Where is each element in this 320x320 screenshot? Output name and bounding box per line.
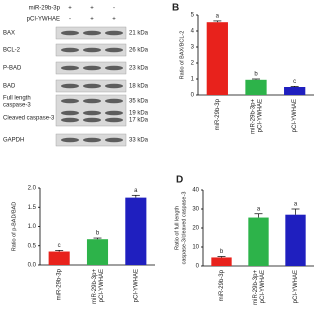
x-tick-label: miR-29b-3p	[57, 268, 63, 300]
bar	[284, 87, 306, 95]
treatment-sign: -	[69, 17, 71, 23]
y-tick-label: 2	[191, 61, 195, 67]
blot-band	[61, 110, 79, 116]
annotation: c	[58, 243, 61, 249]
y-tick-label: 0	[196, 264, 200, 270]
bar	[285, 214, 306, 266]
kda-label: 21 kDa	[129, 31, 149, 37]
y-tick-label: 20	[192, 226, 199, 232]
bar	[125, 197, 147, 265]
y-axis-label: Ratio of full lengthcaspase-3/cleaved ca…	[175, 192, 188, 265]
kda-label: 18 kDa	[129, 84, 149, 90]
blot-band	[83, 137, 101, 143]
blot-band	[105, 117, 123, 123]
bar	[245, 79, 267, 95]
x-tick-label: pCI-YWHAE	[293, 270, 299, 303]
treatment-sign: +	[68, 6, 72, 12]
kda-label: 19 kDa	[129, 111, 149, 117]
y-tick-label: 0	[191, 93, 195, 99]
blot-band	[105, 83, 123, 89]
kda-label: 33 kDa	[129, 138, 149, 144]
treatment-label: miR-29b-3p	[29, 6, 61, 12]
blot-band	[105, 30, 123, 36]
annotation: b	[254, 72, 258, 78]
y-tick-label: 2.0	[28, 186, 37, 192]
y-tick-label: 5	[191, 13, 195, 19]
x-tick-label: miR-29b-3p+pCI-YWHAE	[92, 269, 105, 304]
row-label: P-BAD	[3, 66, 22, 72]
y-tick-label: 40	[192, 188, 199, 194]
annotation: a	[294, 202, 298, 208]
bar	[86, 239, 109, 265]
row-label: BCL-2	[3, 48, 21, 54]
row-label: caspase-3	[3, 103, 31, 109]
row-label: Full length	[3, 96, 31, 102]
blot-band	[105, 65, 123, 71]
blot-band	[105, 137, 123, 143]
kda-label: 17 kDa	[129, 118, 149, 124]
annotation: a	[216, 13, 220, 19]
row-label: Cleaved caspase-3	[3, 116, 55, 122]
y-axis-label: Ratio of p-BAD/BAD	[11, 202, 17, 252]
treatment-sign: -	[113, 6, 115, 12]
y-tick-label: 4	[191, 29, 195, 35]
x-tick-label: pCI-YWHAE	[133, 269, 139, 302]
blot-band	[61, 83, 79, 89]
y-tick-label: 0.5	[28, 243, 37, 249]
treatment-label: pCI-YWHAE	[27, 17, 60, 23]
row-label: BAX	[3, 31, 15, 37]
blot-band	[83, 117, 101, 123]
blot-band	[61, 137, 79, 143]
bar	[211, 257, 232, 266]
blot-band	[105, 98, 123, 104]
x-tick-label: miR-29b-3p	[215, 98, 221, 130]
y-tick-label: 10	[192, 245, 199, 251]
y-axis-label: Ratio of BAX/BCL-2	[179, 31, 185, 80]
blot-band	[83, 98, 101, 104]
kda-label: 23 kDa	[129, 66, 149, 72]
blot-band	[61, 65, 79, 71]
x-tick-label: pCI-YWHAE	[292, 99, 298, 132]
blot-band	[61, 47, 79, 53]
treatment-sign: +	[90, 17, 94, 23]
y-tick-label: 30	[192, 207, 199, 213]
annotation: c	[293, 79, 296, 85]
annotation: a	[257, 206, 261, 212]
y-tick-label: 1.0	[28, 224, 37, 230]
bar	[248, 217, 269, 266]
x-tick-label: miR-29b-3p+pCI-YWHAE	[250, 99, 263, 134]
blot-band	[105, 110, 123, 116]
blot-band	[61, 117, 79, 123]
y-tick-label: 1	[191, 77, 195, 83]
annotation: b	[220, 249, 224, 255]
treatment-sign: +	[90, 6, 94, 12]
blot-band	[61, 30, 79, 36]
x-tick-label: miR-29b-3p+pCI-YWHAE	[253, 270, 266, 305]
y-tick-label: 3	[191, 45, 195, 51]
kda-label: 35 kDa	[129, 99, 149, 105]
blot-band	[83, 65, 101, 71]
blot-band	[61, 98, 79, 104]
panel-label: D	[176, 175, 183, 186]
blot-band	[83, 83, 101, 89]
blot-band	[83, 47, 101, 53]
y-tick-label: 1.5	[28, 205, 37, 211]
annotation: a	[134, 188, 138, 194]
annotation: b	[96, 231, 100, 237]
panel-label: B	[172, 3, 179, 14]
treatment-sign: +	[112, 17, 116, 23]
row-label: BAD	[3, 84, 16, 90]
blot-band	[105, 47, 123, 53]
row-label: GAPDH	[3, 138, 24, 144]
x-tick-label: miR-29b-3p	[219, 269, 225, 301]
bar	[206, 22, 228, 96]
bar	[48, 251, 70, 265]
kda-label: 26 kDa	[129, 48, 149, 54]
y-tick-label: 0.0	[28, 263, 37, 269]
blot-band	[83, 110, 101, 116]
blot-band	[83, 30, 101, 36]
